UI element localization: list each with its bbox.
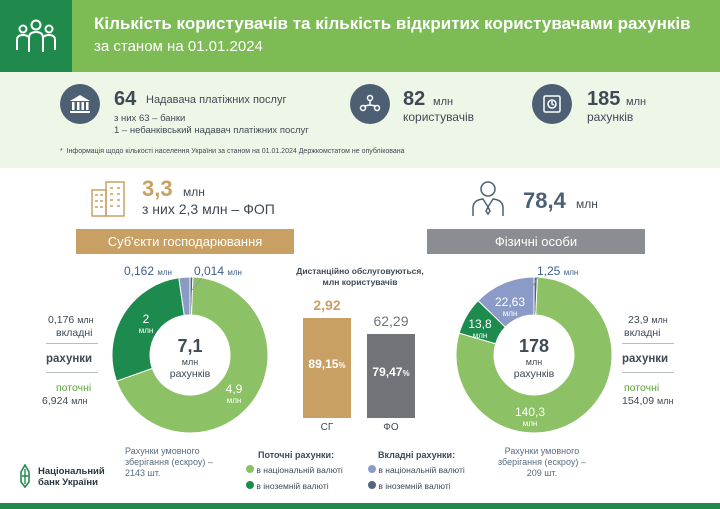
business-unit: млн bbox=[183, 185, 205, 199]
individuals-donut-slice-deposit-national bbox=[477, 276, 535, 328]
right-current-label: поточні bbox=[624, 382, 660, 394]
legend-current-foreign: в іноземній валюті bbox=[246, 481, 329, 491]
right-deposit-label: вкладні bbox=[624, 327, 661, 339]
remote-sg-bar bbox=[303, 318, 351, 418]
remote-fo-bar bbox=[367, 334, 415, 418]
remote-sg-pct: 89,15% bbox=[308, 357, 346, 371]
remote-sg-label: СГ bbox=[320, 422, 334, 433]
left-escrow: Рахунки умовного зберігання (ескроу) – 2… bbox=[125, 446, 213, 478]
legend-deposit-foreign: в іноземній валюті bbox=[368, 481, 451, 491]
left-divider-1 bbox=[46, 343, 98, 344]
business-leader-lines bbox=[181, 278, 203, 290]
individuals-label-current-foreign: 13,8 млн bbox=[468, 317, 492, 340]
footer-stripe bbox=[0, 503, 720, 509]
legend-dot-current-foreign bbox=[246, 481, 254, 489]
providers-nonbank: 1 – небанківський надавач платіжних посл… bbox=[114, 125, 309, 136]
left-current-value: 6,924 млн bbox=[42, 395, 88, 407]
legend-dot-deposit-national bbox=[368, 465, 376, 473]
remote-fo-label: ФО bbox=[383, 422, 399, 433]
remote-title: Дистанційно обслуговуються, млн користув… bbox=[296, 266, 424, 287]
business-label-current-foreign: 2 млн bbox=[138, 312, 154, 335]
providers-number: 64 bbox=[114, 88, 137, 110]
nbu-emblem-icon bbox=[16, 463, 34, 493]
remote-sg-value: 2,92 bbox=[313, 297, 341, 313]
business-fop: з них 2,3 млн – ФОП bbox=[142, 201, 275, 217]
buildings-icon bbox=[90, 180, 128, 223]
right-deposit-value: 23,9 млн bbox=[628, 314, 668, 326]
stats-footnote: * Інформація щодо кількості населення Ук… bbox=[60, 148, 405, 155]
users-logo bbox=[0, 0, 72, 72]
business-donut-slice-current-foreign bbox=[111, 277, 185, 382]
left-divider-2 bbox=[46, 372, 98, 373]
individuals-donut-chart bbox=[455, 276, 613, 434]
right-divider-2 bbox=[622, 372, 674, 373]
business-number: 3,3 bbox=[142, 176, 173, 201]
individuals-unit: млн bbox=[576, 197, 598, 211]
header-banner bbox=[0, 0, 720, 72]
left-accounts-label: рахунки bbox=[46, 353, 93, 365]
business-donut-center: 7,1 млн рахунків bbox=[169, 336, 211, 380]
users-group-icon bbox=[16, 19, 56, 52]
legend-current-title: Поточні рахунки: bbox=[258, 450, 335, 460]
remote-fo-value: 62,29 bbox=[373, 313, 409, 329]
right-current-value: 154,09 млн bbox=[622, 395, 674, 407]
business-donut-chart bbox=[111, 276, 269, 434]
providers-banks: з них 63 – банки bbox=[114, 113, 186, 124]
business-label-deposit-national: 0,162 млн bbox=[124, 264, 172, 278]
legend-deposit-title: Вкладні рахунки: bbox=[378, 450, 456, 460]
business-banner: Суб'єкти господарювання bbox=[76, 229, 294, 254]
business-label-current-national: 4,9 млн bbox=[225, 382, 243, 405]
individuals-label-deposit-national: 22,63 млн bbox=[494, 295, 526, 318]
business-label-deposit-foreign: 0,014 млн bbox=[194, 264, 242, 278]
remote-fo-pct: 79,47% bbox=[372, 365, 410, 379]
legend-deposit-national: в національній валюті bbox=[368, 465, 465, 475]
individuals-donut-slice-current-national bbox=[455, 276, 613, 434]
legend-current-national: в національній валюті bbox=[246, 465, 343, 475]
legend-dot-current-national bbox=[246, 465, 254, 473]
users-network-icon bbox=[350, 84, 390, 124]
right-escrow: Рахунки умовного зберігання (ескроу) – 2… bbox=[498, 446, 586, 478]
person-icon bbox=[468, 178, 508, 223]
accounts-unit: млн bbox=[626, 96, 647, 108]
accounts-label: рахунків bbox=[587, 110, 634, 124]
users-number: 82 bbox=[403, 88, 426, 110]
nbu-logo-text: Національний банк України bbox=[38, 466, 105, 488]
right-divider-1 bbox=[622, 343, 674, 344]
users-label: користувачів bbox=[403, 110, 475, 124]
left-current-label: поточні bbox=[56, 382, 92, 394]
providers-label: Надавача платіжних послуг bbox=[146, 94, 287, 106]
individuals-leader-line bbox=[529, 277, 539, 291]
right-accounts-label: рахунки bbox=[622, 353, 669, 365]
left-deposit-value: 0,176 млн bbox=[48, 314, 94, 326]
business-donut-slice-current-national bbox=[115, 276, 269, 434]
left-deposit-label: вкладні bbox=[56, 327, 93, 339]
bank-icon bbox=[60, 84, 100, 124]
individuals-number: 78,4 bbox=[523, 188, 566, 213]
accounts-number: 185 bbox=[587, 88, 621, 110]
page-title: Кількість користувачів та кількість відк… bbox=[94, 14, 691, 33]
individuals-banner: Фізичні особи bbox=[427, 229, 645, 254]
safe-icon bbox=[532, 84, 572, 124]
page-subtitle: за станом на 01.01.2024 bbox=[94, 38, 263, 55]
users-unit: млн bbox=[433, 96, 454, 108]
individuals-label-deposit-foreign: 1,25 млн bbox=[537, 264, 579, 278]
individuals-donut-center: 178 млн рахунків bbox=[513, 336, 555, 380]
business-donut-slice-deposit-national bbox=[178, 276, 191, 316]
individuals-label-current-national: 140,3 млн bbox=[514, 405, 546, 428]
legend-dot-deposit-foreign bbox=[368, 481, 376, 489]
